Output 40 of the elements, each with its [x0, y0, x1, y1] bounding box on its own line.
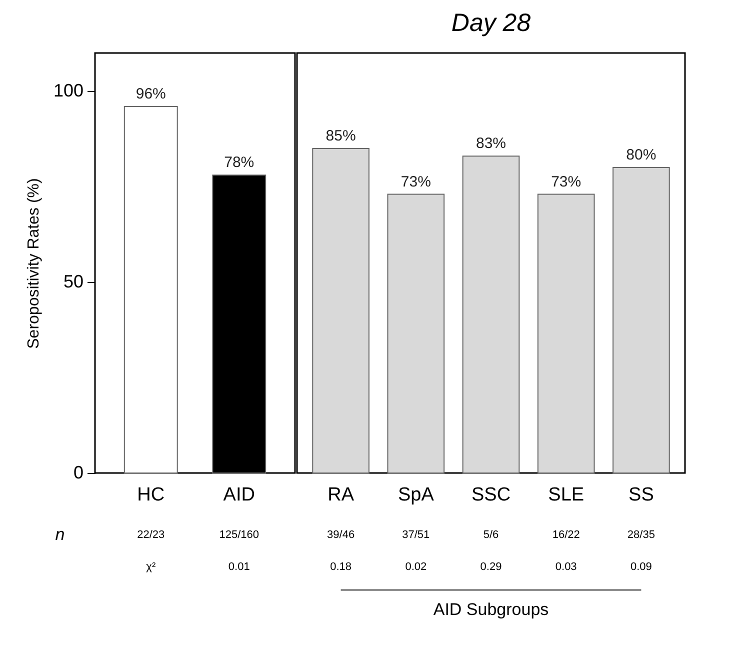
text: 28/35	[627, 529, 655, 541]
text: AID Subgroups	[433, 600, 549, 619]
y-tick-label: 0	[73, 462, 84, 482]
text: 39/46	[327, 529, 355, 541]
bar	[387, 194, 445, 474]
text: 22/23	[137, 529, 165, 541]
text: 0.09	[630, 561, 652, 573]
y-tick-label: 100	[53, 80, 84, 101]
x-tick-label: HC	[137, 484, 165, 506]
text: 5/6	[483, 529, 499, 541]
text: 0.29	[480, 561, 502, 573]
x-tick-label: AID	[223, 484, 255, 506]
text: 37/51	[402, 529, 430, 541]
data-label: 73%	[400, 173, 431, 190]
text: 0.18	[330, 561, 352, 573]
data-label: 73%	[551, 173, 582, 190]
y-tick-label: 50	[63, 272, 84, 292]
text: n	[55, 525, 65, 544]
text: 16/22	[552, 529, 580, 541]
chart-title: Day 28	[451, 9, 531, 37]
text: 0.01	[228, 561, 250, 573]
bar	[612, 167, 670, 474]
data-label: 78%	[224, 154, 254, 172]
x-tick-label: SS	[628, 484, 654, 506]
text: 0.03	[555, 561, 577, 573]
x-tick-label: SLE	[548, 484, 584, 506]
text: 125/160	[219, 529, 259, 541]
x-tick-label: RA	[328, 484, 354, 506]
data-label: 96%	[136, 85, 166, 102]
bar	[462, 156, 520, 474]
x-tick-label: SSC	[471, 484, 511, 506]
y-axis-title: Seropositivity Rates (%)	[25, 178, 42, 349]
text: 0.02	[405, 561, 427, 573]
data-label: 83%	[476, 135, 506, 152]
x-tick-label: SpA	[398, 484, 434, 506]
bar	[312, 148, 370, 474]
data-label: 85%	[326, 127, 356, 144]
text: χ²	[146, 561, 156, 573]
data-label: 80%	[626, 146, 656, 164]
bar	[537, 194, 595, 474]
